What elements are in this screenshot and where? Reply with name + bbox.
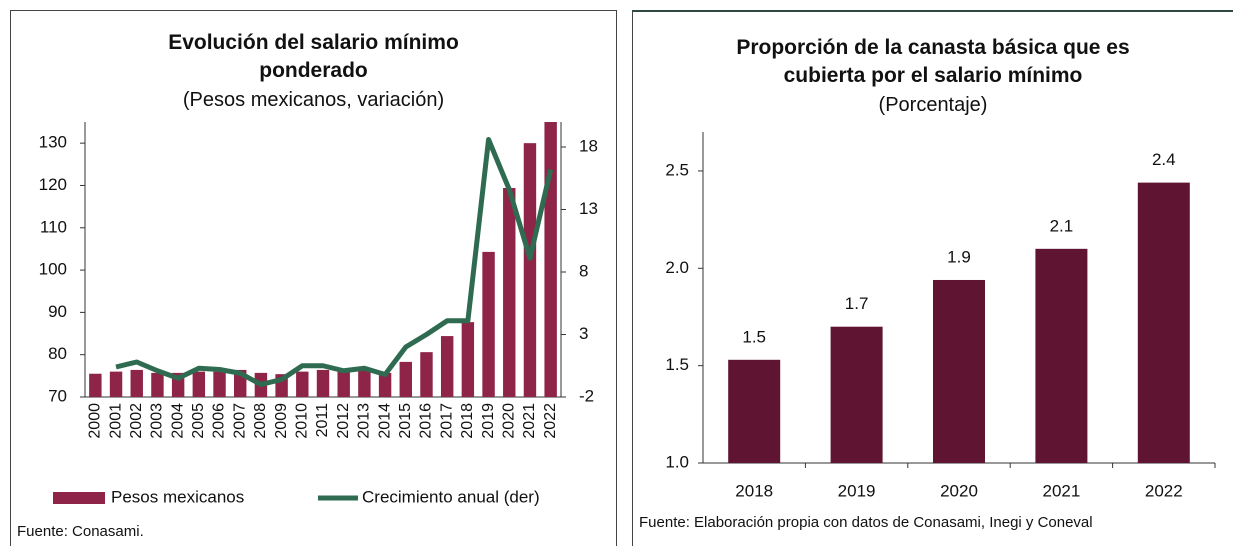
y2-tick-label: 13 — [579, 199, 598, 218]
bar — [440, 336, 454, 397]
y-tick-label: 1.0 — [665, 452, 689, 471]
value-label: 2.1 — [1050, 216, 1074, 235]
x-tick-label: 2017 — [438, 403, 455, 439]
x-tick-label: 2005 — [190, 403, 207, 439]
value-label: 2.4 — [1152, 150, 1176, 169]
x-tick-label: 2022 — [542, 403, 559, 439]
y-tick-label: 2.0 — [665, 258, 689, 277]
x-tick-label: 2012 — [335, 403, 352, 439]
value-label: 1.7 — [845, 294, 869, 313]
y2-tick-label: 18 — [579, 136, 598, 155]
bar — [192, 371, 206, 397]
x-tick-label: 2016 — [418, 403, 435, 439]
x-tick-label: 2003 — [149, 403, 166, 439]
bar — [358, 369, 371, 397]
chart-subtitle: (Pesos mexicanos, variación) — [182, 89, 445, 111]
bar — [109, 371, 123, 397]
legend-swatch — [53, 492, 105, 504]
bar — [420, 352, 433, 397]
x-tick-label: 2021 — [521, 403, 538, 439]
chart-title: Evolución del salario mínimo ponderado — [168, 31, 459, 82]
bar — [523, 143, 537, 397]
x-tick-label: 2006 — [211, 403, 228, 439]
x-tick-label: 2011 — [314, 403, 331, 438]
bar — [830, 326, 883, 463]
y-tick-label: 80 — [48, 344, 67, 363]
value-label: 1.5 — [742, 327, 766, 346]
x-tick-label: 2019 — [838, 481, 876, 500]
source-note: Fuente: Conasami. — [17, 523, 144, 540]
y-tick-label: 1.5 — [665, 355, 689, 374]
bar — [1137, 182, 1190, 463]
x-tick-label: 2000 — [87, 403, 104, 439]
bar — [482, 251, 495, 397]
y-tick-label: 120 — [39, 175, 67, 194]
x-tick-label: 2013 — [356, 403, 373, 439]
bar — [378, 372, 392, 397]
x-tick-label: 2018 — [735, 481, 773, 500]
chart-title: Proporción de la canasta básica que es c… — [736, 36, 1130, 87]
bar — [933, 279, 985, 463]
source-note: Fuente: Elaboración propia con datos de … — [639, 514, 1093, 531]
x-tick-label: 2008 — [252, 403, 269, 439]
y2-tick-label: 8 — [579, 261, 588, 280]
bar — [461, 322, 475, 397]
y-tick-label: 100 — [39, 260, 67, 279]
y2-tick-label: 3 — [579, 324, 588, 343]
x-tick-label: 2020 — [940, 481, 978, 500]
x-tick-label: 2014 — [376, 403, 393, 439]
y-tick-label: 90 — [48, 302, 67, 321]
y-tick-label: 110 — [40, 217, 67, 236]
chart-panel: Evolución del salario mínimo ponderado (… — [10, 10, 617, 546]
bar — [130, 369, 143, 397]
legend-label: Pesos mexicanos — [111, 487, 244, 506]
chart-subtitle: (Porcentaje) — [878, 94, 988, 116]
x-tick-label: 2010 — [294, 403, 311, 439]
y-tick-label: 2.5 — [665, 160, 689, 179]
line — [115, 137, 554, 387]
y-tick-label: 130 — [39, 133, 67, 152]
y-tick-label: 70 — [48, 386, 67, 405]
x-tick-label: 2018 — [459, 403, 476, 439]
bar — [728, 359, 781, 463]
bar — [399, 361, 412, 397]
x-tick-label: 2020 — [500, 403, 517, 439]
x-tick-label: 2002 — [128, 403, 145, 439]
x-tick-label: 2009 — [273, 403, 290, 439]
x-tick-label: 2019 — [480, 403, 497, 439]
bar — [151, 372, 164, 397]
chart-panel: Proporción de la canasta básica que es c… — [632, 10, 1233, 546]
bar — [213, 371, 226, 397]
x-tick-label: 2022 — [1145, 481, 1183, 500]
x-tick-label: 2007 — [231, 403, 248, 439]
value-label: 1.9 — [947, 247, 971, 266]
bar — [316, 369, 330, 397]
chart: 1.0 1.5 2.0 2.5 2018 1.5 2019 1.7 2020 1.9 2021 2.1… — [665, 132, 1216, 500]
bar — [337, 371, 350, 397]
x-tick-label: 2021 — [1042, 481, 1080, 500]
bar — [296, 371, 309, 397]
x-tick-label: 2001 — [107, 403, 124, 439]
x-tick-label: 2015 — [397, 403, 414, 439]
y2-tick-label: -2 — [579, 386, 594, 405]
bar — [1035, 248, 1088, 463]
bar — [89, 373, 102, 397]
legend-label: Crecimiento anual (der) — [362, 487, 540, 506]
bar — [503, 188, 516, 397]
bar — [544, 122, 557, 397]
x-tick-label: 2004 — [169, 403, 186, 439]
